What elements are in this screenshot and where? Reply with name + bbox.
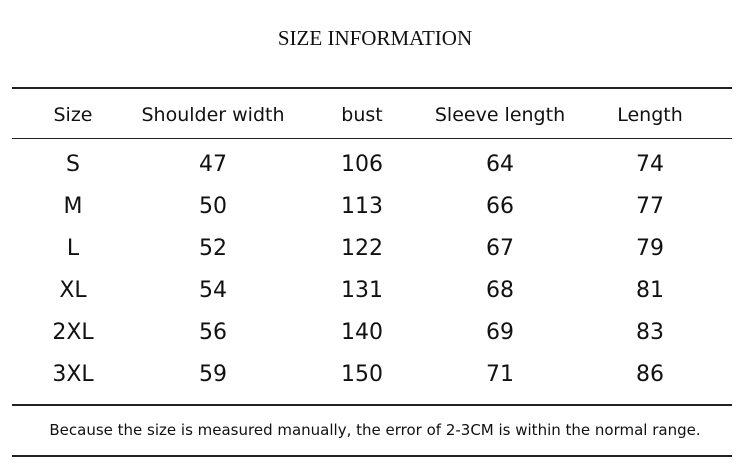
table-cell: 83 <box>636 320 664 345</box>
table-cell: M <box>63 194 83 219</box>
table-cell: 52 <box>199 236 227 261</box>
table-cell: 56 <box>199 320 227 345</box>
table-cell: L <box>66 236 80 261</box>
table-cell: 79 <box>636 236 664 261</box>
column-header: Sleeve length <box>434 104 566 126</box>
table-cell: 74 <box>636 152 664 177</box>
column-header: Length <box>617 104 683 126</box>
table-cell: 68 <box>486 278 514 303</box>
table-cell: 86 <box>636 362 664 387</box>
table-cell: 122 <box>341 236 383 261</box>
table-cell: 81 <box>636 278 664 303</box>
column-header: Size <box>53 104 93 126</box>
table-cell: 59 <box>199 362 227 387</box>
table-cell: 150 <box>341 362 383 387</box>
table-cell: 47 <box>199 152 227 177</box>
table-cell: 131 <box>341 278 383 303</box>
title: SIZE INFORMATION <box>277 26 473 50</box>
table-cell: 113 <box>341 194 383 219</box>
table-cell: S <box>66 152 80 177</box>
table-cell: 140 <box>341 320 383 345</box>
table-cell: 3XL <box>52 362 94 387</box>
rule <box>12 87 732 89</box>
table-cell: 69 <box>486 320 514 345</box>
table-cell: 66 <box>486 194 514 219</box>
table-cell: 71 <box>486 362 514 387</box>
table-cell: 50 <box>199 194 227 219</box>
rule <box>12 455 732 457</box>
table-cell: 2XL <box>52 320 94 345</box>
rule <box>12 404 732 406</box>
footnote: Because the size is measured manually, t… <box>49 421 701 439</box>
column-header: Shoulder width <box>141 104 285 126</box>
table-cell: 54 <box>199 278 227 303</box>
table-cell: XL <box>59 278 87 303</box>
rule <box>12 138 732 139</box>
table-cell: 64 <box>486 152 514 177</box>
table-cell: 77 <box>636 194 664 219</box>
table-cell: 67 <box>486 236 514 261</box>
column-header: bust <box>341 104 383 126</box>
table-cell: 106 <box>341 152 383 177</box>
